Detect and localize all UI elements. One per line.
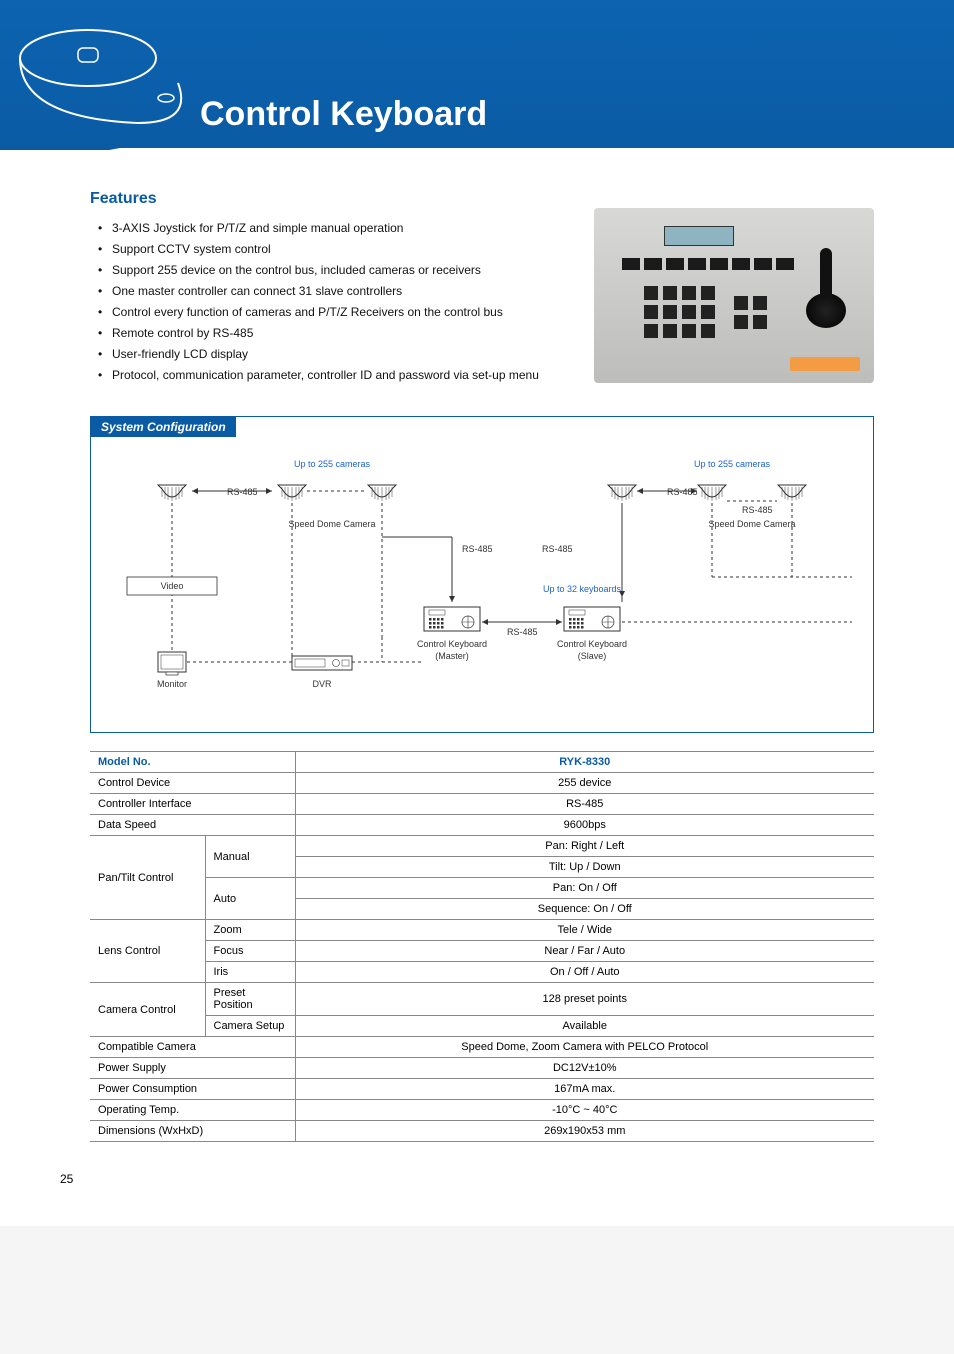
spec-value: DC12V±10%	[295, 1058, 874, 1079]
diagram-text: RS-485	[227, 487, 258, 497]
page-title: Control Keyboard	[200, 95, 487, 134]
feature-item: Control every function of cameras and P/…	[98, 302, 574, 323]
spec-value: Near / Far / Auto	[295, 941, 874, 962]
spec-sublabel: Auto	[205, 878, 295, 920]
spec-value: Pan: On / Off	[295, 878, 874, 899]
page-content: Features 3-AXIS Joystick for P/T/Z and s…	[0, 170, 954, 1142]
spec-value: Tele / Wide	[295, 920, 874, 941]
spec-table: Model No. RYK-8330 Control Device255 dev…	[90, 751, 874, 1142]
diagram-text: Monitor	[157, 679, 187, 689]
spec-header-model: RYK-8330	[295, 752, 874, 773]
diagram-text: DVR	[312, 679, 332, 689]
diagram-text: RS-485	[507, 627, 538, 637]
spec-value: 255 device	[295, 773, 874, 794]
feature-item: Support 255 device on the control bus, i…	[98, 260, 574, 281]
spec-sublabel: Focus	[205, 941, 295, 962]
diagram-svg: Up to 255 cameras RS-485 Speed Dome Came…	[91, 437, 873, 707]
diagram-text: (Master)	[435, 651, 469, 661]
spec-value: 9600bps	[295, 815, 874, 836]
diagram-label: System Configuration	[91, 417, 236, 437]
feature-item: Remote control by RS-485	[98, 323, 574, 344]
spec-label: Compatible Camera	[90, 1037, 295, 1058]
features-list: 3-AXIS Joystick for P/T/Z and simple man…	[90, 218, 574, 386]
features-section: Features 3-AXIS Joystick for P/T/Z and s…	[90, 190, 874, 386]
spec-label: Dimensions (WxHxD)	[90, 1121, 295, 1142]
spec-value: Pan: Right / Left	[295, 836, 874, 857]
diagram-text: (Slave)	[578, 651, 607, 661]
spec-sublabel: Zoom	[205, 920, 295, 941]
diagram-text: Up to 255 cameras	[294, 459, 371, 469]
dome-camera-icon	[18, 18, 193, 138]
page-header: Control Keyboard	[0, 0, 954, 170]
spec-value: 128 preset points	[295, 983, 874, 1016]
spec-sublabel: Iris	[205, 962, 295, 983]
spec-header-label: Model No.	[90, 752, 295, 773]
features-heading: Features	[90, 190, 574, 208]
system-config-diagram: System Configuration	[90, 416, 874, 733]
spec-value: Speed Dome, Zoom Camera with PELCO Proto…	[295, 1037, 874, 1058]
feature-item: Support CCTV system control	[98, 239, 574, 260]
spec-value: Available	[295, 1016, 874, 1037]
diagram-text: Control Keyboard	[417, 639, 487, 649]
diagram-text: RS-485	[462, 544, 493, 554]
feature-item: One master controller can connect 31 sla…	[98, 281, 574, 302]
diagram-text: Up to 255 cameras	[694, 459, 771, 469]
spec-value: -10°C ~ 40°C	[295, 1100, 874, 1121]
feature-item: User-friendly LCD display	[98, 344, 574, 365]
spec-label: Camera Control	[90, 983, 205, 1037]
diagram-text: RS-485	[742, 505, 773, 515]
spec-value: Sequence: On / Off	[295, 899, 874, 920]
spec-label: Controller Interface	[90, 794, 295, 815]
spec-label: Operating Temp.	[90, 1100, 295, 1121]
spec-label: Control Device	[90, 773, 295, 794]
spec-sublabel: Preset Position	[205, 983, 295, 1016]
diagram-text: Control Keyboard	[557, 639, 627, 649]
spec-sublabel: Camera Setup	[205, 1016, 295, 1037]
spec-sublabel: Manual	[205, 836, 295, 878]
diagram-text: Video	[161, 581, 184, 591]
spec-value: Tilt: Up / Down	[295, 857, 874, 878]
diagram-text: Speed Dome Camera	[708, 519, 795, 529]
diagram-text: RS-485	[667, 487, 698, 497]
feature-item: Protocol, communication parameter, contr…	[98, 365, 574, 386]
diagram-text: Up to 32 keyboards	[543, 584, 622, 594]
feature-item: 3-AXIS Joystick for P/T/Z and simple man…	[98, 218, 574, 239]
spec-value: 269x190x53 mm	[295, 1121, 874, 1142]
spec-label: Data Speed	[90, 815, 295, 836]
product-photo	[594, 208, 874, 383]
spec-value: On / Off / Auto	[295, 962, 874, 983]
spec-label: Power Consumption	[90, 1079, 295, 1100]
spec-value: RS-485	[295, 794, 874, 815]
page-number: 25	[0, 1142, 954, 1186]
spec-value: 167mA max.	[295, 1079, 874, 1100]
spec-label: Lens Control	[90, 920, 205, 983]
diagram-text: RS-485	[542, 544, 573, 554]
spec-label: Power Supply	[90, 1058, 295, 1079]
spec-label: Pan/Tilt Control	[90, 836, 205, 920]
diagram-text: Speed Dome Camera	[288, 519, 375, 529]
page: Control Keyboard Features 3-AXIS Joystic…	[0, 0, 954, 1226]
